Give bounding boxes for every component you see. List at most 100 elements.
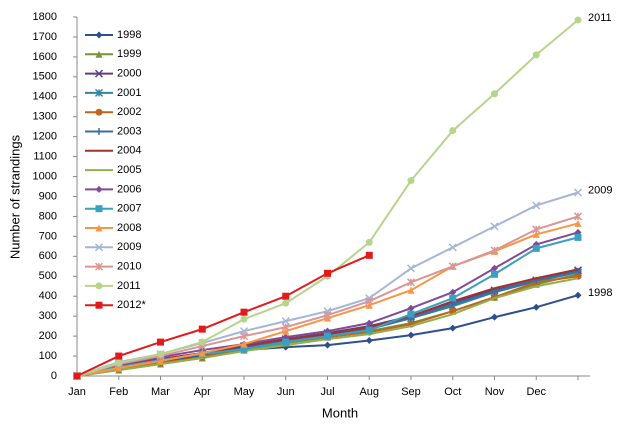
marker: [95, 185, 103, 193]
legend-label: 2012*: [117, 299, 146, 311]
marker: [324, 269, 331, 277]
marker-shape: [73, 372, 81, 380]
marker-shape: [95, 301, 103, 309]
x-axis-title: Month: [322, 405, 358, 420]
marker-shape: [491, 264, 498, 272]
legend-label: 2006: [117, 183, 141, 195]
marker: [365, 301, 373, 309]
marker: [365, 319, 373, 327]
marker: [532, 225, 541, 234]
marker: [115, 364, 123, 372]
marker-shape: [95, 282, 103, 290]
marker: [157, 357, 164, 365]
marker-stroke: [532, 201, 541, 210]
marker: [448, 243, 457, 252]
marker-shape: [407, 304, 415, 312]
legend-label: 2002: [117, 106, 141, 118]
series-line: [76, 19, 579, 377]
legend-label: 1998: [117, 29, 141, 41]
marker: [491, 264, 498, 272]
marker: [406, 264, 416, 273]
x-tick-label: Oct: [444, 386, 461, 398]
marker: [407, 177, 415, 185]
marker: [573, 212, 583, 221]
marker-shape: [282, 327, 290, 335]
marker: [449, 127, 457, 135]
legend-label: 2005: [117, 164, 141, 176]
marker-shape: [574, 219, 582, 227]
marker-shape: [407, 177, 415, 185]
marker: [365, 326, 373, 334]
marker-shape: [365, 319, 373, 327]
marker: [198, 338, 206, 346]
marker: [324, 332, 331, 340]
marker: [94, 69, 104, 78]
marker-shape: [95, 205, 103, 213]
marker-shape: [157, 338, 164, 346]
x-tick-label: Dec: [526, 386, 546, 398]
marker-shape: [282, 338, 290, 346]
legend-label: 2007: [117, 203, 141, 215]
marker: [407, 286, 415, 294]
marker: [532, 230, 540, 238]
y-tick-label: 200: [39, 330, 57, 342]
legend-label: 1999: [117, 48, 141, 60]
y-tick-label: 400: [39, 290, 57, 302]
marker: [95, 31, 103, 39]
marker: [95, 205, 103, 213]
marker-shape: [324, 269, 331, 277]
y-tick-label: 1800: [33, 11, 57, 23]
marker: [365, 336, 373, 344]
marker: [198, 349, 206, 357]
x-tick-label: Jul: [320, 386, 334, 398]
y-tick-label: 600: [39, 250, 57, 262]
marker: [115, 359, 123, 367]
marker-shape: [324, 341, 331, 349]
x-tick-label: Feb: [109, 386, 128, 398]
marker: [449, 294, 457, 302]
marker: [115, 352, 123, 360]
marker: [240, 340, 248, 348]
marker-shape: [198, 338, 206, 346]
series-line: [76, 254, 370, 377]
marker: [95, 224, 103, 232]
marker: [491, 90, 498, 98]
y-tick-label: 0: [51, 370, 57, 382]
marker: [574, 267, 582, 275]
y-tick-label: 1100: [33, 151, 57, 163]
marker: [240, 315, 248, 323]
marker-stroke: [448, 243, 457, 252]
marker-shape: [574, 291, 582, 299]
y-tick-label: 1400: [33, 91, 57, 103]
marker-shape: [491, 90, 498, 98]
marker: [282, 327, 290, 335]
marker: [73, 372, 81, 380]
marker: [365, 238, 373, 246]
marker-stroke: [94, 243, 104, 252]
marker: [324, 341, 331, 349]
marker-shape: [407, 286, 415, 294]
marker: [406, 278, 416, 287]
legend-label: 2011: [117, 280, 141, 292]
marker-stroke: [406, 264, 416, 273]
legend-label: 2004: [117, 145, 141, 157]
marker-stroke: [573, 188, 583, 197]
x-tick-label: Mar: [151, 386, 170, 398]
marker-shape: [95, 50, 103, 58]
y-tick-label: 800: [39, 210, 57, 222]
marker: [491, 270, 498, 278]
marker-shape: [240, 308, 248, 316]
marker: [532, 244, 540, 252]
marker-shape: [532, 303, 540, 311]
marker-shape: [95, 31, 103, 39]
annotation: 2009: [588, 184, 612, 196]
marker-shape: [574, 233, 582, 241]
marker: [240, 308, 248, 316]
marker: [574, 233, 582, 241]
marker-stroke: [490, 222, 499, 231]
marker: [281, 323, 290, 332]
marker: [574, 219, 582, 227]
marker: [449, 324, 457, 332]
marker-shape: [532, 51, 540, 59]
